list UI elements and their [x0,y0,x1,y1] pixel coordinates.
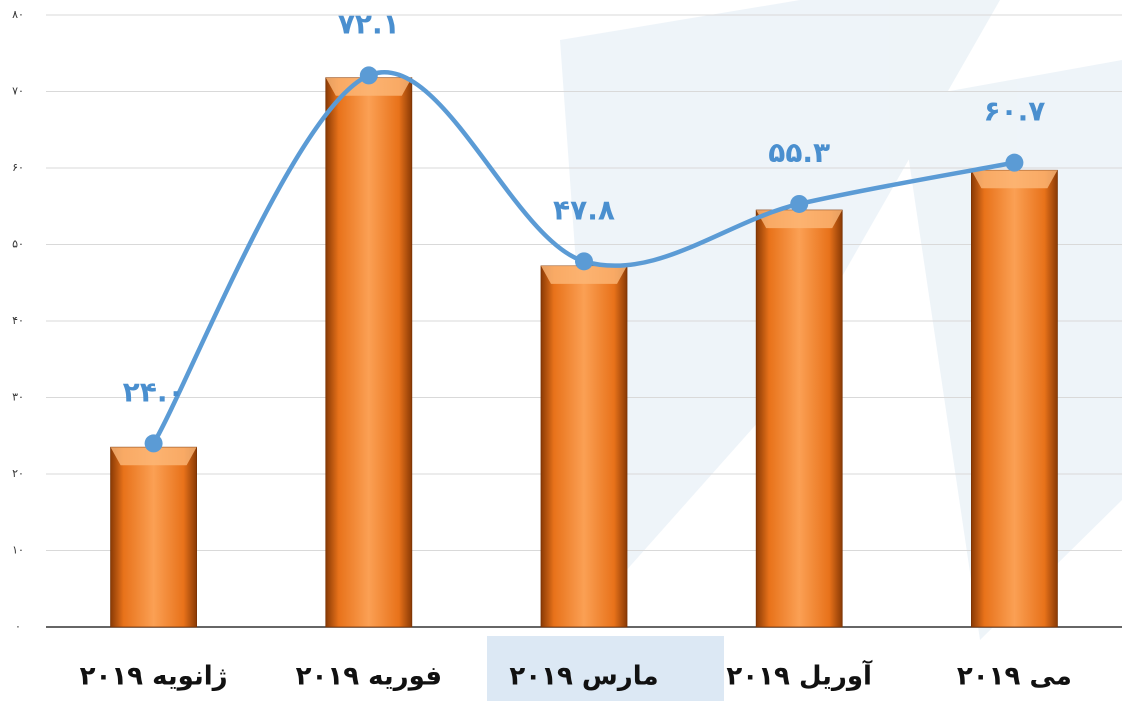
bar [755,209,843,628]
line [151,70,1015,445]
bar [540,265,628,628]
bar-bevel [541,265,627,284]
y-tick-label: ۸۰ [12,8,24,21]
y-tick-label: ۶۰ [12,161,24,174]
line-point [790,194,809,213]
x-tick-label: می ۲۰۱۹ [957,662,1072,692]
line-point [1005,153,1024,172]
bar-bevel [110,447,197,466]
data-label: ۲۴.۰ [123,375,185,408]
category-highlight [487,636,724,701]
y-tick-label: ۲۰ [12,467,24,480]
bar-bevel [756,210,843,229]
y-tick-label: ۱۰ [12,544,24,557]
y-tick-label: ۰ [15,620,21,633]
data-label: ۵۵.۳ [768,136,830,169]
line-point [575,252,593,271]
y-tick-label: ۳۰ [12,391,24,404]
x-tick-label: مارس ۲۰۱۹ [509,662,658,692]
data-label: ۶۰.۷ [983,95,1045,128]
data-label: ۷۲.۱ [338,7,400,40]
bar [325,77,413,628]
x-tick-label: آوریل ۲۰۱۹ [726,660,873,692]
data-label: ۴۷.۸ [553,193,615,226]
y-tick-label: ۵۰ [12,238,24,251]
y-tick-label: ۷۰ [12,85,24,98]
line-point [359,66,378,85]
line-point [144,434,163,453]
bar [110,446,197,628]
bar-bevel [971,170,1058,189]
y-tick-label: ۴۰ [12,314,24,327]
x-tick-label: فوریه ۲۰۱۹ [296,662,442,692]
bar [971,169,1058,628]
x-tick-label: ژانویه ۲۰۱۹ [80,662,228,692]
